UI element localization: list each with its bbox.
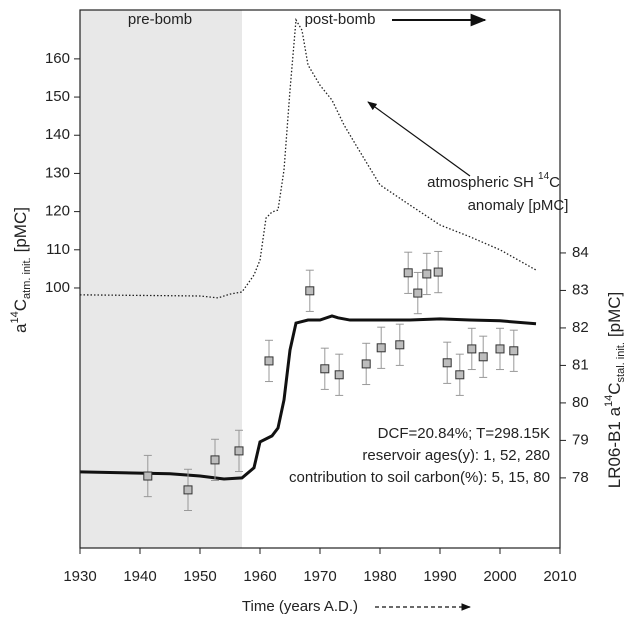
data-point <box>320 364 330 374</box>
x-tick-label: 1990 <box>423 568 456 585</box>
data-point <box>376 343 386 353</box>
x-tick-label: 1930 <box>63 568 96 585</box>
annotation: pre-bomb <box>128 11 192 28</box>
arrow <box>367 101 471 177</box>
x-tick-label: 1960 <box>243 568 276 585</box>
annotation: DCF=20.84%; T=298.15K <box>378 425 550 442</box>
data-point <box>442 358 452 368</box>
x-tick-label: 1970 <box>303 568 336 585</box>
data-point <box>422 269 432 279</box>
data-point <box>403 268 413 278</box>
data-point <box>413 288 423 298</box>
annotation: anomaly [pMC] <box>468 197 569 214</box>
x-tick-label: 2010 <box>543 568 576 585</box>
annotation: contribution to soil carbon(%): 5, 15, 8… <box>289 469 550 486</box>
label-part: atm. init. <box>21 257 33 299</box>
y2-tick-label: 79 <box>572 431 589 448</box>
y2-tick-label: 81 <box>572 356 589 373</box>
data-point <box>433 267 443 277</box>
plot-area <box>79 10 537 548</box>
x-tick-label: 1950 <box>183 568 216 585</box>
label-part: a <box>11 323 30 333</box>
label-part: 14 <box>9 311 21 323</box>
y-tick-label: 140 <box>45 126 70 143</box>
data-point <box>264 356 274 366</box>
data-point <box>455 370 465 380</box>
y2-tick-label: 84 <box>572 244 589 261</box>
y2-axis-label: LR06-B1 a14Cstal. init. [pMC] <box>603 292 627 489</box>
data-point <box>509 346 519 356</box>
label-part: C <box>11 299 30 311</box>
data-point <box>478 352 488 362</box>
y-tick-label: 120 <box>45 203 70 220</box>
data-point <box>210 455 220 465</box>
y-tick-label: 130 <box>45 164 70 181</box>
x-tick-label: 2000 <box>483 568 516 585</box>
data-point <box>495 344 505 354</box>
y-tick-label: 100 <box>45 279 70 296</box>
shaded-region <box>80 10 242 548</box>
y-tick-label: 150 <box>45 88 70 105</box>
label-part: 14 <box>603 395 615 407</box>
y2-tick-label: 83 <box>572 281 589 298</box>
label-part: [pMC] <box>11 207 30 252</box>
label-part: [pMC] <box>605 292 624 337</box>
annotation-part: C <box>549 174 560 191</box>
annotation-part: 14 <box>538 171 550 182</box>
data-point <box>143 471 153 481</box>
label-part: stal. init. <box>615 342 627 382</box>
label-part: LR06-B1 a <box>605 406 624 488</box>
data-point <box>305 286 315 296</box>
data-point <box>467 344 477 354</box>
x-tick-label: 1980 <box>363 568 396 585</box>
x-tick-label: 1940 <box>123 568 156 585</box>
data-point <box>334 370 344 380</box>
y-tick-label: 160 <box>45 50 70 67</box>
y2-tick-label: 78 <box>572 469 589 486</box>
data-point <box>234 446 244 456</box>
annotation: reservoir ages(y): 1, 52, 280 <box>362 447 550 464</box>
annotation: atmospheric SH 14C <box>427 171 560 191</box>
annotation: post-bomb <box>305 11 376 28</box>
data-line <box>79 314 537 481</box>
data-point <box>395 340 405 350</box>
data-point <box>361 359 371 369</box>
data-point <box>183 485 193 495</box>
y-axis-label: a14Catm. init. [pMC] <box>9 207 33 333</box>
data-line <box>79 17 537 299</box>
y-tick-label: 110 <box>46 241 70 258</box>
annotation-part: atmospheric SH <box>427 174 538 191</box>
y2-tick-label: 80 <box>572 394 589 411</box>
label-part: C <box>605 382 624 394</box>
x-axis-label: Time (years A.D.) <box>242 598 358 615</box>
y2-tick-label: 82 <box>572 319 589 336</box>
